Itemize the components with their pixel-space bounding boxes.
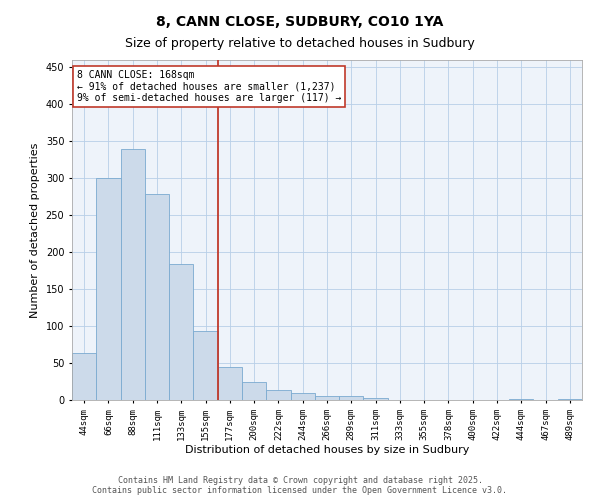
Bar [145, 194, 169, 400]
Text: 8, CANN CLOSE, SUDBURY, CO10 1YA: 8, CANN CLOSE, SUDBURY, CO10 1YA [157, 15, 443, 29]
Bar [315, 396, 339, 400]
Text: 8 CANN CLOSE: 168sqm
← 91% of detached houses are smaller (1,237)
9% of semi-det: 8 CANN CLOSE: 168sqm ← 91% of detached h… [77, 70, 341, 103]
Bar [72, 352, 96, 400]
X-axis label: Distribution of detached houses by size in Sudbury: Distribution of detached houses by size … [185, 446, 469, 456]
Bar [121, 148, 145, 400]
Bar [218, 366, 242, 400]
Bar [169, 264, 193, 400]
Bar [193, 332, 218, 400]
Bar [290, 392, 315, 400]
Bar [266, 390, 290, 400]
Bar [96, 178, 121, 400]
Y-axis label: Number of detached properties: Number of detached properties [30, 142, 40, 318]
Text: Contains HM Land Registry data © Crown copyright and database right 2025.
Contai: Contains HM Land Registry data © Crown c… [92, 476, 508, 495]
Text: Size of property relative to detached houses in Sudbury: Size of property relative to detached ho… [125, 38, 475, 51]
Bar [364, 398, 388, 400]
Bar [339, 396, 364, 400]
Bar [242, 382, 266, 400]
